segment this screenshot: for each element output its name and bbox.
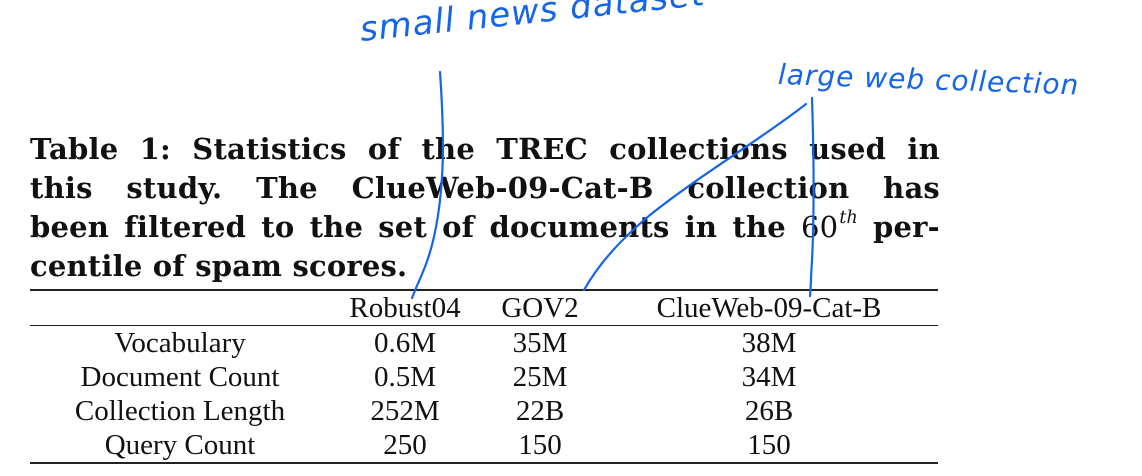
- caption-word: in: [684, 210, 718, 244]
- cell-robust04: 0.5M: [373, 361, 437, 393]
- cell-gov2: 150: [518, 429, 562, 461]
- caption-word: used: [809, 132, 887, 166]
- cell-clueweb: 26B: [744, 395, 794, 427]
- statistics-table: Robust04 GOV2 ClueWeb-09-Cat-B Vocabular…: [30, 289, 938, 464]
- row-label: Document Count: [80, 361, 280, 393]
- math-base: 60: [801, 210, 839, 244]
- caption-word: ClueWeb-09-Cat-B: [351, 171, 654, 205]
- caption-word: 1:: [139, 132, 171, 166]
- row-label: Query Count: [104, 429, 256, 461]
- table-body: Vocabulary 0.6M 35M 38M Document Count 0…: [30, 326, 938, 463]
- caption-line-1: Table 1: Statistics of the TREC collecti…: [30, 130, 940, 169]
- caption-line-3: been filtered to the set of documents in…: [30, 208, 940, 247]
- caption-line-2: this study. The ClueWeb-09-Cat-B collect…: [30, 169, 940, 208]
- row-label: Collection Length: [74, 395, 286, 427]
- table-caption: Table 1: Statistics of the TREC collecti…: [30, 130, 940, 286]
- header-cell-gov2: GOV2: [501, 292, 579, 324]
- caption-word: documents: [489, 210, 670, 244]
- caption-word: the: [309, 210, 364, 244]
- table-header: Robust04 GOV2 ClueWeb-09-Cat-B: [30, 290, 938, 326]
- header-row: Robust04 GOV2 ClueWeb-09-Cat-B: [30, 290, 938, 326]
- cell-gov2: 25M: [512, 361, 568, 393]
- cell-robust04: 252M: [370, 395, 440, 427]
- caption-word: set: [378, 210, 427, 244]
- caption-word: the: [421, 132, 475, 166]
- caption-word: TREC: [496, 132, 588, 166]
- caption-word: The: [256, 171, 318, 205]
- annotation-large-web-collection: large web collection: [777, 58, 1080, 102]
- caption-word: been: [30, 210, 110, 244]
- caption-word: study.: [126, 171, 223, 205]
- caption-word: of: [442, 210, 475, 244]
- table-row: Collection Length 252M 22B 26B: [30, 394, 938, 428]
- header-cell-empty: [30, 290, 330, 326]
- caption-word: collections: [609, 132, 788, 166]
- caption-word: of: [367, 132, 401, 166]
- cell-clueweb: 150: [747, 429, 791, 461]
- caption-word: per-: [873, 210, 940, 244]
- table-row: Vocabulary 0.6M 35M 38M: [30, 326, 938, 361]
- cell-gov2: 35M: [512, 327, 568, 359]
- caption-text: centile of spam scores.: [30, 249, 408, 283]
- table-row: Document Count 0.5M 25M 34M: [30, 360, 938, 394]
- cell-clueweb: 38M: [741, 327, 797, 359]
- header-cell-robust04: Robust04: [349, 292, 461, 324]
- caption-word: has: [883, 171, 940, 205]
- math-superscript: th: [839, 207, 858, 228]
- caption-word: Statistics: [192, 132, 347, 166]
- caption-word: filtered: [124, 210, 247, 244]
- cell-robust04: 0.6M: [373, 327, 437, 359]
- caption-word: Table: [30, 132, 119, 166]
- caption-line-4: centile of spam scores.: [30, 247, 940, 286]
- caption-word: in: [907, 132, 940, 166]
- caption-word: this: [30, 171, 93, 205]
- cell-gov2: 22B: [515, 395, 565, 427]
- caption-percentile-math: 60th: [801, 208, 858, 247]
- caption-word: the: [732, 210, 786, 244]
- cell-clueweb: 34M: [741, 361, 797, 393]
- cell-robust04: 250: [383, 429, 427, 461]
- row-label: Vocabulary: [114, 327, 246, 359]
- caption-word: collection: [687, 171, 850, 205]
- annotation-small-news-dataset: small news dataset: [357, 0, 707, 50]
- caption-word: to: [261, 210, 295, 244]
- header-cell-clueweb: ClueWeb-09-Cat-B: [656, 292, 882, 324]
- table-row: Query Count 250 150 150: [30, 428, 938, 463]
